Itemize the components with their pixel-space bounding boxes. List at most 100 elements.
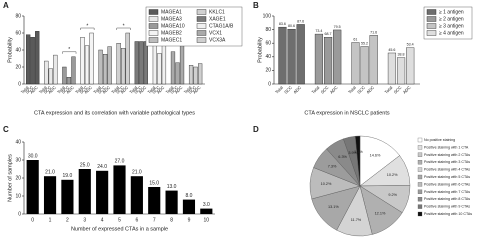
bar [175,62,180,85]
legend-label: Positive staining with 6 CTAs [424,182,470,186]
bar [148,187,161,214]
significance-mark: * [86,23,88,29]
x-tick-label: ADC [119,85,129,95]
x-tick-label: 7 [153,217,156,223]
bar [53,54,58,85]
y-tick-label: 20 [15,175,21,181]
y-tick-label: 40 [15,47,21,53]
y-tick-label: 0 [268,81,271,87]
legend-label: Positive staining with 9 CTAs [424,205,470,209]
value-label: 83.6 [279,22,286,26]
x-tick-label: SCC [283,85,293,95]
x-tick-label: 4 [101,217,104,223]
legend-label: ≥ 2 antigen [439,16,464,22]
x-tick-label: 10 [204,217,210,223]
x-tick-label: Total [183,85,193,95]
value-label: 45.6 [388,48,395,52]
x-tick-label: SCC [151,85,161,95]
value-label: 21.0 [45,170,55,176]
y-tick-label: 0 [18,211,21,217]
value-label: 71.6 [370,30,377,34]
x-tick-label: Total [128,85,138,95]
bar [78,169,91,214]
x-tick-label: Total [74,85,84,95]
bar [152,45,158,85]
x-tick-label: Total [38,85,48,95]
value-label: 55.2 [361,41,368,45]
legend-box [145,6,243,47]
value-label: 53.4 [407,43,414,47]
slice-label: 3.9% [348,151,357,155]
bar [314,33,324,85]
legend-label: MAGEA1 [161,9,182,15]
value-label: 68.7 [325,32,332,36]
bar [406,47,415,85]
significance-bracket [116,27,131,30]
x-tick-label: 5 [118,217,121,223]
x-tick-label: 0 [31,217,34,223]
x-axis-title: CTA expression in NSCLC patients [304,110,389,116]
x-tick-label: ADC [156,85,166,95]
y-tick-label: 80 [15,13,21,19]
bar [35,31,40,85]
legend-label: Positive staining with 7 CTAs [424,190,470,194]
bar [134,41,139,85]
bar [139,41,144,85]
legend-swatch [196,37,207,43]
bar [84,45,90,85]
y-tick-label: 80 [265,27,271,33]
legend-swatch [417,152,423,157]
y-tick-label: 10 [15,193,21,199]
legend-swatch [148,37,159,43]
value-label: 3.0 [203,202,210,208]
pie-slice [355,135,361,187]
legend-swatch [426,16,437,22]
panel-letter: C [3,125,9,134]
legend-swatch [417,189,423,194]
x-tick-label: 3 [83,217,86,223]
x-tick-label: SCC [187,85,197,95]
x-tick-label: SCC [42,85,52,95]
bar [170,51,176,85]
x-tick-label: Total [56,85,66,95]
x-tick-label: SCC [393,85,403,95]
x-tick-label: Total [274,85,284,95]
legend-label: ≥ 3 antigen [439,23,464,29]
value-label: 24.0 [97,164,107,170]
y-tick-label: 30 [15,157,21,163]
x-tick-label: ADC [138,85,148,95]
legend-label: Positive staining with 1 CTA [424,145,469,149]
bar [66,76,72,85]
bar [193,66,198,85]
bar [62,66,67,85]
bar [43,176,57,214]
bar [116,43,121,85]
legend-label: Positive staining with 8 CTAs [424,197,470,201]
legend-swatch [417,145,423,150]
slice-label: 1.5% [354,150,363,154]
x-tick-label: 6 [135,217,138,223]
bar [165,190,178,214]
legend-label: ≥ 4 antigen [439,30,464,36]
legend-swatch [196,16,207,22]
x-tick-label: 1 [49,217,52,223]
y-tick-label: 60 [15,30,21,36]
legend-swatch [148,9,159,15]
bar [351,42,360,85]
legend-swatch [148,30,159,36]
x-tick-label: Total [110,85,120,95]
x-tick-label: Total [347,85,357,95]
x-tick-label: ADC [65,85,75,95]
x-axis-title: CTA expression and its correlation with … [34,110,195,116]
legend-swatch [426,30,437,36]
value-label: 21.0 [132,170,142,176]
legend-swatch [148,16,159,22]
bar [200,208,213,214]
x-axis-title: Number of expressed CTAs in a sample [71,226,168,232]
panel-letter: A [3,1,9,10]
significance-mark: * [123,23,125,29]
legend-label: VCX3A [209,37,226,43]
x-tick-label: 9 [188,217,191,223]
x-tick-label: ADC [174,85,184,95]
legend-label: No positive staining [424,138,455,142]
